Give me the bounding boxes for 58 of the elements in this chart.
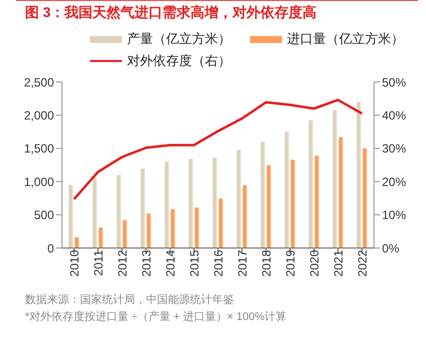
bar <box>242 185 247 248</box>
bar <box>356 102 361 248</box>
bar <box>140 168 145 248</box>
source-note: 数据来源：国家统计局，中国能源统计年鉴 <box>25 292 235 308</box>
x-tick-label: 2017 <box>236 250 250 277</box>
bar <box>92 178 97 248</box>
x-tick-label: 2021 <box>332 250 346 277</box>
bar <box>212 158 217 248</box>
bar <box>146 213 151 248</box>
legend-label: 对外依存度（右） <box>126 52 232 70</box>
x-tick-label: 2018 <box>260 250 274 277</box>
text: *对外依存度按进口量 ÷（产量 + 进口量）× 100%计算 <box>25 310 288 325</box>
bar <box>338 137 343 248</box>
bar <box>68 184 73 248</box>
x-tick-label: 2016 <box>212 250 226 277</box>
y-tick-label: 0 <box>47 241 54 256</box>
x-tick-label: 2015 <box>188 250 202 277</box>
y-tick-label: 2,500 <box>24 75 54 90</box>
bar <box>332 110 337 248</box>
bar <box>74 237 79 248</box>
x-tick-label: 2013 <box>140 250 154 277</box>
x-tick-label: 2010 <box>68 250 82 277</box>
y-tick-label: 1,000 <box>24 174 54 189</box>
line-series <box>72 98 364 200</box>
bar <box>170 209 175 248</box>
y2-tick-label: 10% <box>382 208 406 222</box>
legend-label: 产量（亿立方米） <box>126 30 232 48</box>
x-tick-label: 2011 <box>92 250 106 276</box>
bar <box>260 142 265 248</box>
bar <box>362 148 367 248</box>
bar <box>266 165 271 248</box>
bar <box>236 150 241 248</box>
chart-title: 图 3：我国天然气进口需求高增，对外依存度高 <box>24 3 318 22</box>
y-tick-label: 2,000 <box>24 108 54 122</box>
bar <box>188 159 193 248</box>
legend-label: 进口量（亿立方米） <box>286 30 405 48</box>
x-tick-label: 2022 <box>356 250 370 277</box>
y2-tick-label: 50% <box>382 75 406 90</box>
bar <box>284 132 289 248</box>
bar <box>194 207 199 248</box>
x-tick-label: 2020 <box>308 250 322 277</box>
bar <box>116 174 121 248</box>
bar <box>164 162 169 248</box>
bar <box>308 120 313 248</box>
x-tick-label: 2019 <box>284 250 298 277</box>
y2-tick-label: 20% <box>382 174 406 189</box>
x-tick-label: 2012 <box>116 250 130 277</box>
bar <box>314 156 319 248</box>
y-tick-label: 1,500 <box>24 142 54 156</box>
y-tick-label: 500 <box>34 208 54 222</box>
bar <box>98 227 103 248</box>
y2-tick-label: 40% <box>382 108 406 122</box>
y2-tick-label: 30% <box>382 142 406 156</box>
bar <box>290 160 295 248</box>
bar <box>122 220 127 248</box>
x-tick-label: 2014 <box>164 250 178 277</box>
bar <box>218 198 223 248</box>
y2-tick-label: 0% <box>382 241 400 256</box>
